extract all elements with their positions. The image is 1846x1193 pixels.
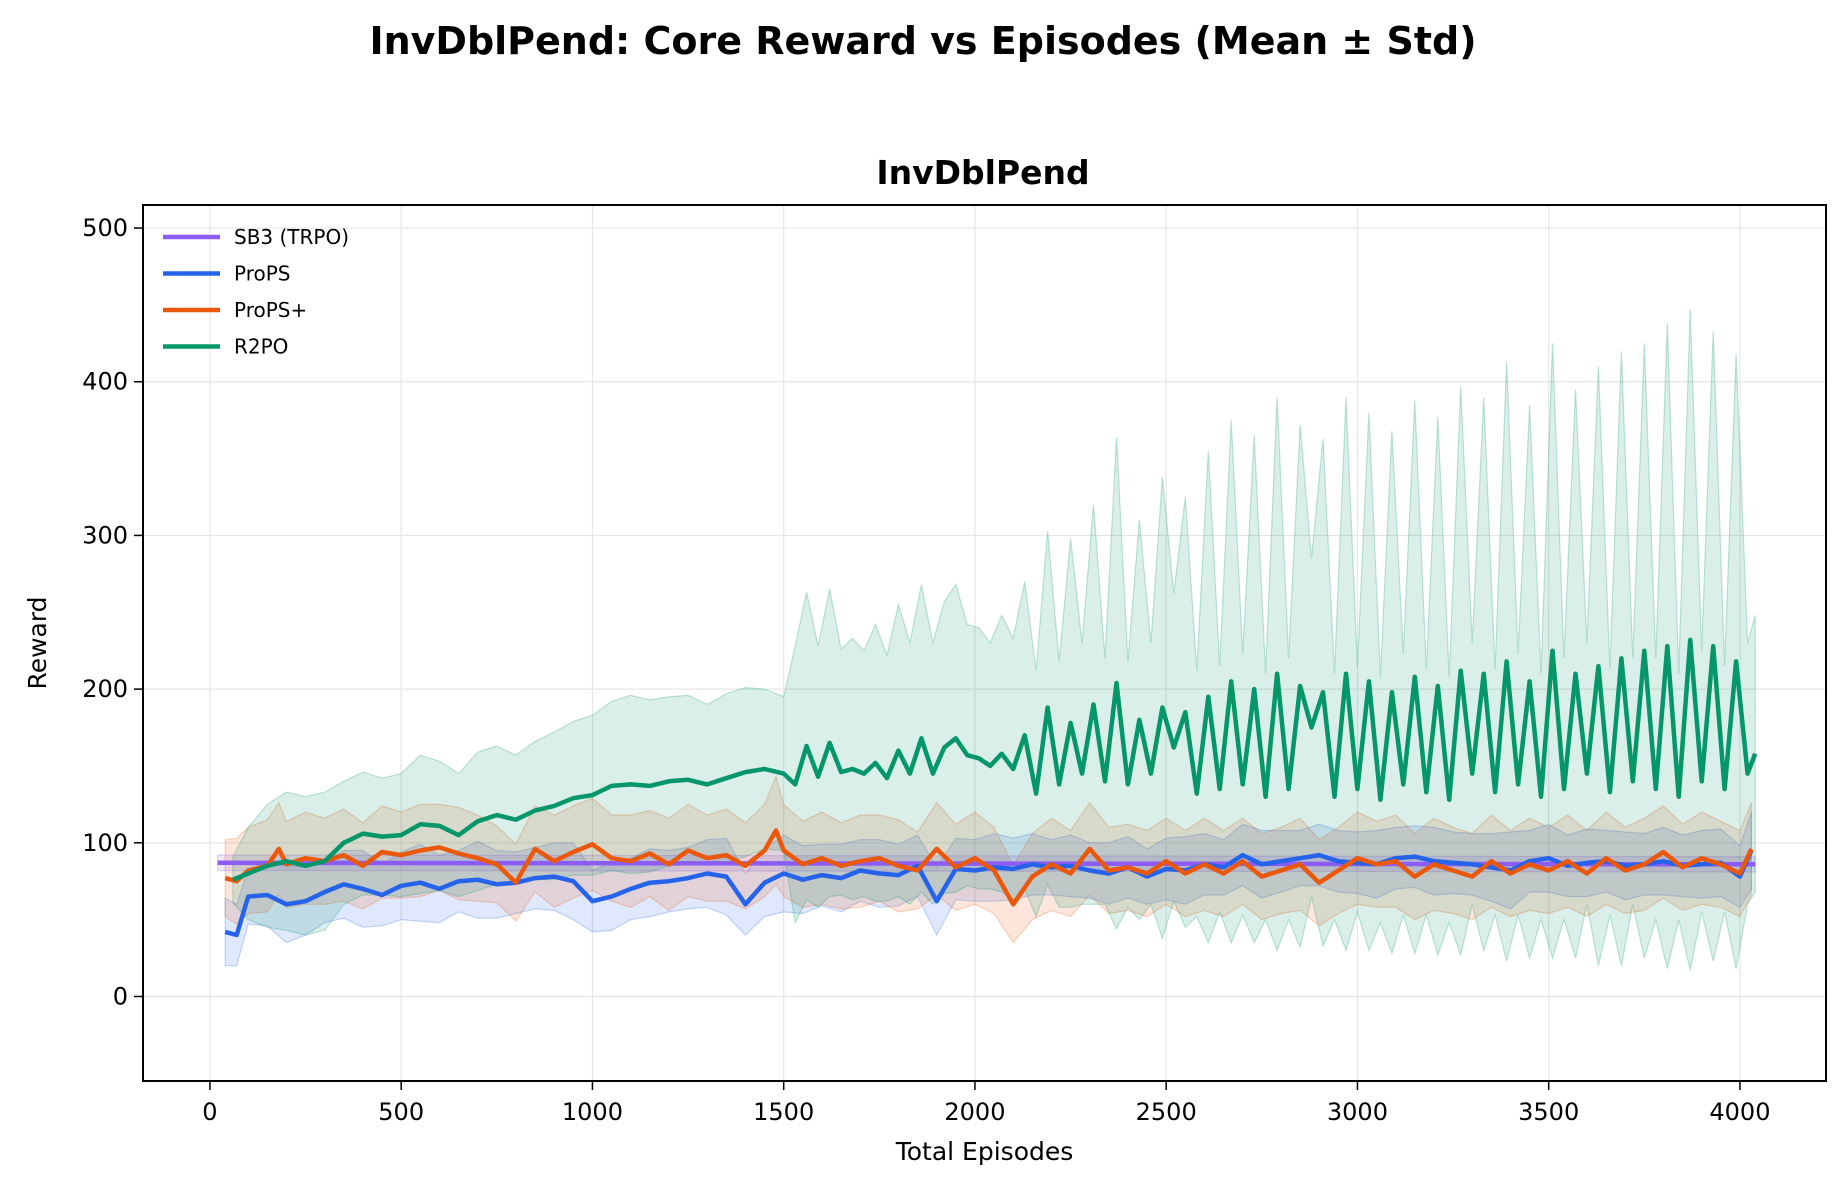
ticks: 0 500 1000 1500 2000 2500 3000 3500 4000 0 100 200 3… (82, 214, 1770, 1126)
grid (143, 205, 1826, 1081)
plot-area: 0 500 1000 1500 2000 2500 3000 3500 4000 0 100 200 3… (82, 204, 1827, 1126)
y-axis-label: Reward (23, 596, 52, 689)
series-lines (217, 637, 1758, 938)
x-tick-label: 2000 (944, 1098, 1005, 1126)
x-tick-label: 1500 (753, 1098, 814, 1126)
x-tick-label: 0 (202, 1098, 217, 1126)
std-bands (217, 309, 1756, 971)
legend-entry-3: ProPS+ (234, 298, 307, 322)
legend-entry-4: R2PO (234, 335, 288, 359)
x-tick-label: 1000 (562, 1098, 623, 1126)
series-line-4 (232, 637, 1758, 882)
series-line-3 (224, 828, 1754, 907)
chart-title: InvDblPend (876, 153, 1089, 192)
x-tick-label: 4000 (1709, 1098, 1770, 1126)
x-tick-label: 2500 (1136, 1098, 1197, 1126)
y-tick-label: 300 (82, 521, 128, 549)
x-tick-label: 3000 (1327, 1098, 1388, 1126)
std-band-2 (224, 811, 1753, 967)
std-band-4 (232, 309, 1756, 971)
y-tick-label: 0 (113, 982, 128, 1010)
x-tick-label: 500 (378, 1098, 424, 1126)
std-band-3 (224, 774, 1753, 944)
legend-entry-1: SB3 (TRPO) (234, 225, 349, 249)
y-tick-label: 100 (82, 829, 128, 857)
y-tick-label: 400 (82, 368, 128, 396)
x-axis-label: Total Episodes (895, 1137, 1074, 1166)
legend: SB3 (TRPO) ProPS ProPS+ R2PO (163, 225, 349, 359)
axes-frame (142, 204, 1827, 1082)
legend-entry-2: ProPS (234, 262, 290, 286)
y-tick-label: 200 (82, 675, 128, 703)
x-tick-label: 3500 (1518, 1098, 1579, 1126)
y-tick-label: 500 (82, 214, 128, 242)
figure-title: InvDblPend: Core Reward vs Episodes (Mea… (369, 19, 1476, 63)
